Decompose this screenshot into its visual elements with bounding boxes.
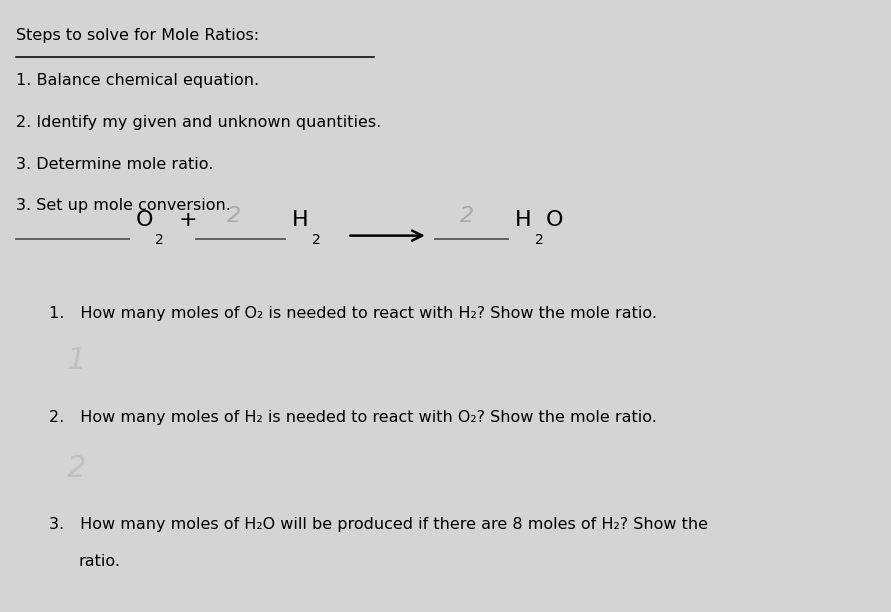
Text: +: + [178,209,197,230]
Text: 2: 2 [312,233,321,247]
Text: 3. Determine mole ratio.: 3. Determine mole ratio. [16,157,214,172]
Text: 2: 2 [460,206,474,226]
Text: 2. Identify my given and unknown quantities.: 2. Identify my given and unknown quantit… [16,115,381,130]
Text: 2: 2 [227,206,241,226]
Text: 1. Balance chemical equation.: 1. Balance chemical equation. [16,73,259,89]
Text: O: O [135,209,153,230]
Text: ratio.: ratio. [78,554,120,569]
Text: 2: 2 [155,233,164,247]
Text: O: O [546,209,564,230]
Text: 3. Set up mole conversion.: 3. Set up mole conversion. [16,198,231,214]
Text: 2: 2 [67,454,86,483]
Text: Steps to solve for Mole Ratios:: Steps to solve for Mole Ratios: [16,28,259,43]
Text: H: H [515,209,532,230]
Text: 1. How many moles of O₂ is needed to react with H₂? Show the mole ratio.: 1. How many moles of O₂ is needed to rea… [49,306,657,321]
Text: H: H [292,209,309,230]
Text: 1: 1 [67,346,86,375]
Text: 3. How many moles of H₂O will be produced if there are 8 moles of H₂? Show the: 3. How many moles of H₂O will be produce… [49,517,708,532]
Text: 2. How many moles of H₂ is needed to react with O₂? Show the mole ratio.: 2. How many moles of H₂ is needed to rea… [49,410,657,425]
Text: 2: 2 [535,233,544,247]
